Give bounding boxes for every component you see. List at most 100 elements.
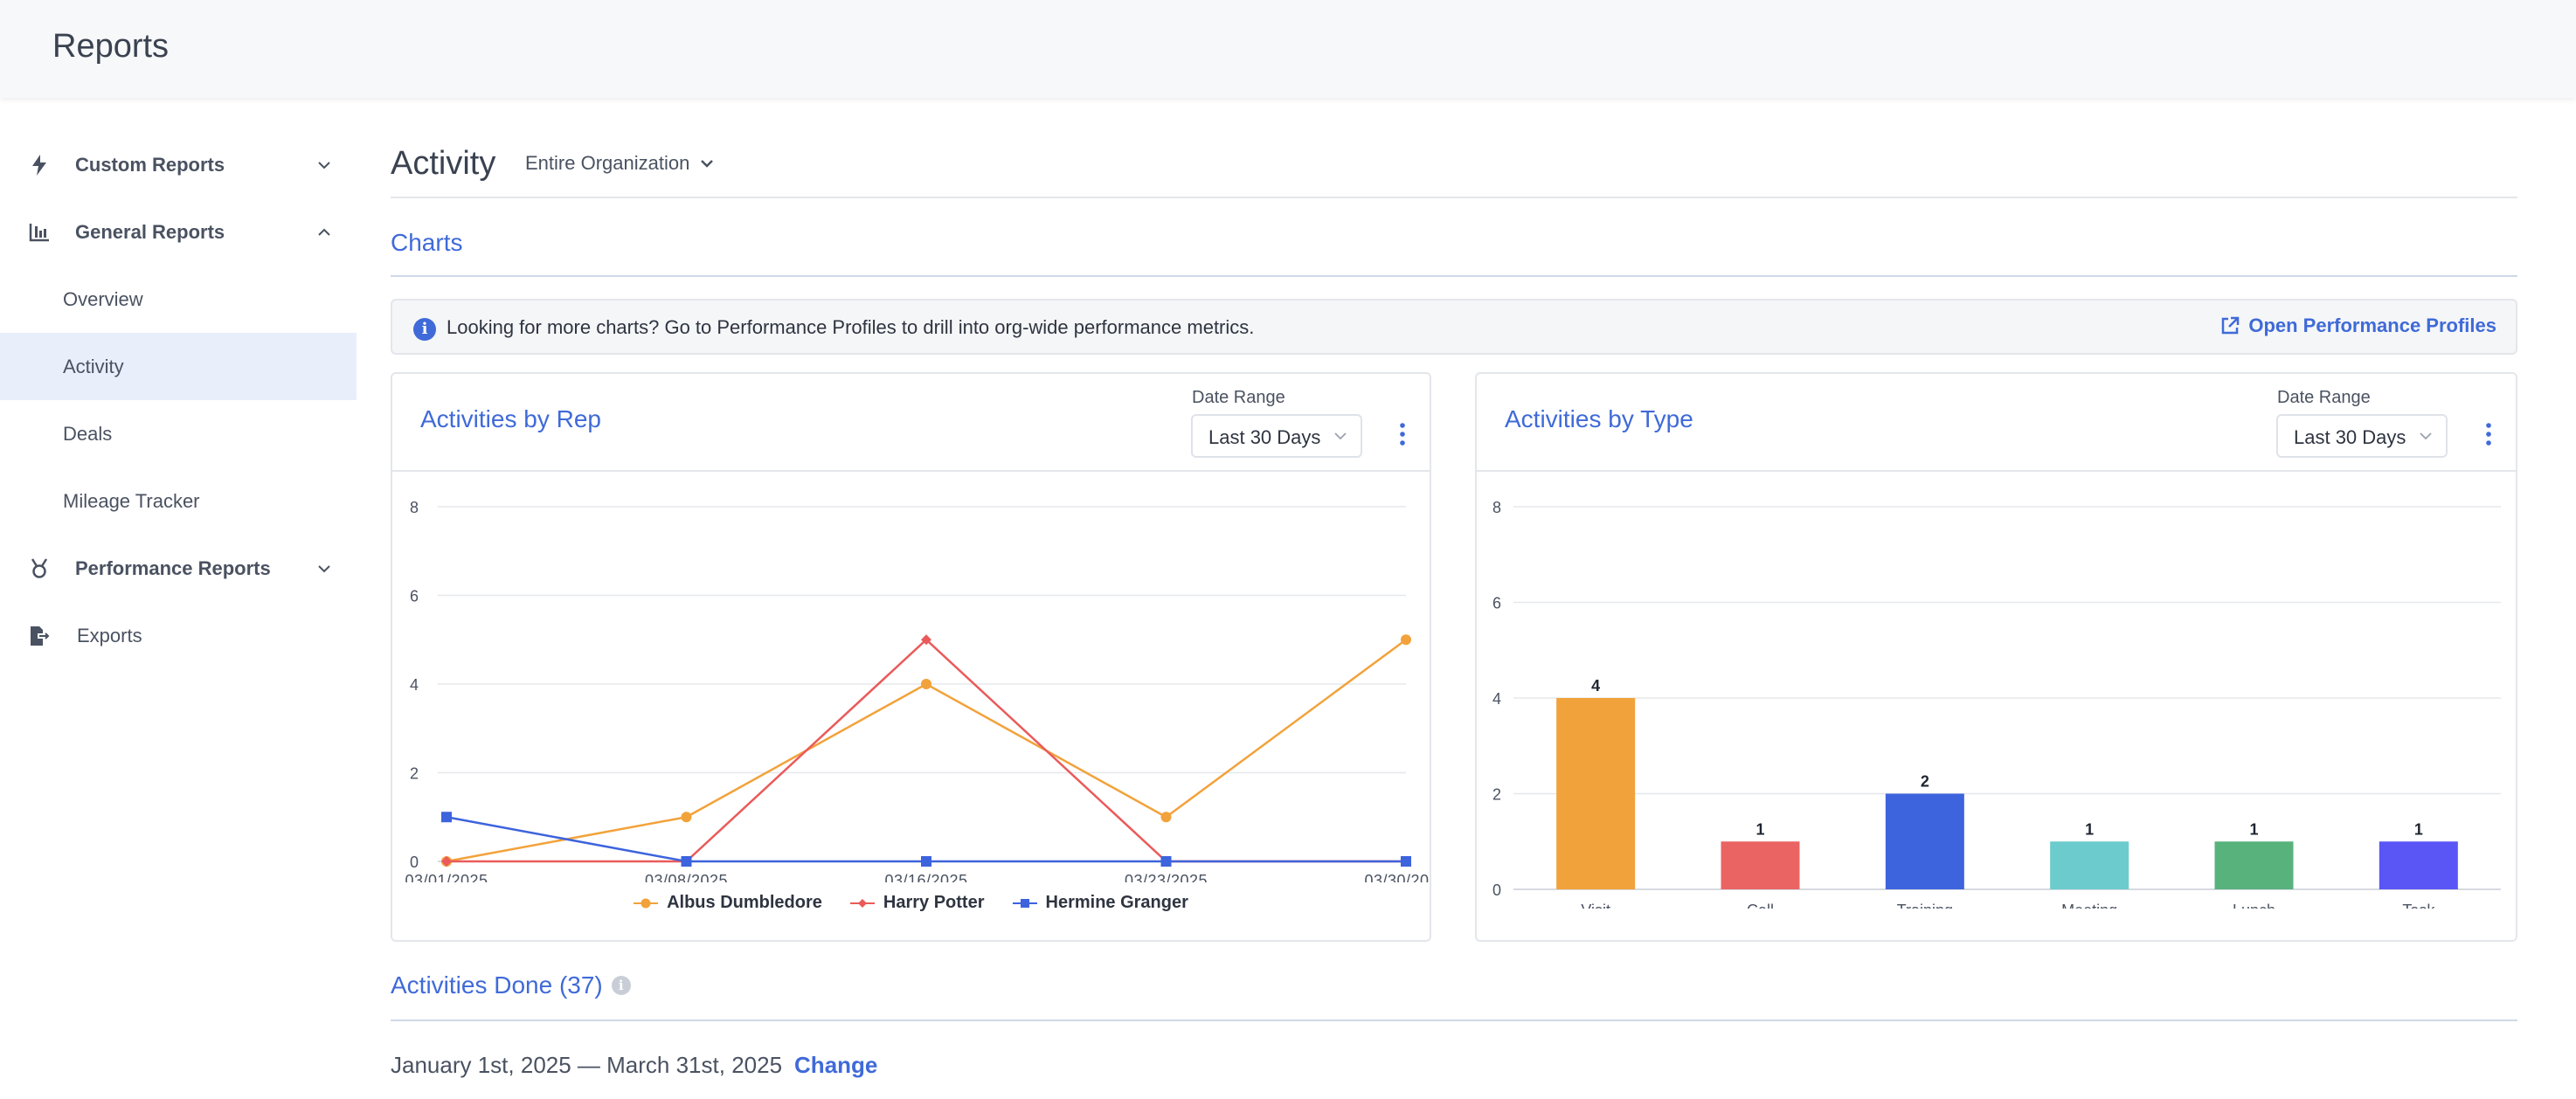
- y-tick-label: 6: [410, 588, 419, 605]
- legend-square-marker: [1012, 898, 1037, 908]
- activities-by-type-card: Activities by Type Date Range Last 30 Da…: [1475, 372, 2517, 942]
- top-bar: Reports: [0, 0, 2576, 98]
- date-range-value: Last 30 Days: [2294, 426, 2406, 448]
- bar-value-label: 4: [1591, 677, 1600, 695]
- info-icon[interactable]: i: [611, 976, 631, 995]
- data-point: [921, 634, 931, 646]
- x-tick-label: Task: [2402, 902, 2435, 909]
- more-options-icon[interactable]: [2480, 419, 2497, 449]
- chevron-down-icon: [318, 564, 330, 572]
- data-point: [441, 812, 452, 823]
- sidebar-item-label: Mileage Tracker: [63, 489, 200, 512]
- sidebar-item-general-reports[interactable]: General Reports: [0, 198, 357, 266]
- date-range-select[interactable]: Last 30 Days: [2276, 414, 2448, 458]
- bolt-icon: [28, 154, 51, 176]
- sidebar-item-label: Activity: [63, 355, 124, 377]
- chevron-down-icon: [318, 161, 330, 169]
- data-point: [681, 812, 692, 823]
- x-tick-label: 03/01/2025: [405, 872, 488, 882]
- page-title: Activity: [391, 145, 496, 182]
- bar: [1721, 841, 1800, 889]
- y-tick-label: 6: [1492, 595, 1501, 612]
- sidebar-item-performance-reports[interactable]: Performance Reports: [0, 535, 357, 602]
- sidebar: Custom Reports General Reports Overview …: [0, 131, 357, 669]
- section-divider: [391, 275, 2517, 277]
- chevron-down-icon: [1334, 432, 1347, 440]
- card-title: Activities by Rep: [420, 405, 601, 432]
- legend-diamond-marker: [849, 898, 875, 908]
- data-point: [1401, 634, 1411, 646]
- open-performance-profiles-link[interactable]: Open Performance Profiles: [2220, 314, 2496, 337]
- sidebar-item-custom-reports[interactable]: Custom Reports: [0, 131, 357, 198]
- series-line: [446, 816, 1406, 863]
- sidebar-item-overview[interactable]: Overview: [0, 266, 357, 333]
- bar: [2214, 841, 2294, 889]
- data-point: [1160, 812, 1172, 823]
- line-chart: 0 2 4 6 8 03/01/2025 03/08/2025 03/16/2025 03/23…: [405, 499, 1430, 882]
- info-banner: i Looking for more charts? Go to Perform…: [391, 299, 2517, 355]
- more-options-icon[interactable]: [1394, 419, 1411, 449]
- main-content: Activity Entire Organization: [391, 131, 2517, 198]
- data-point: [1160, 856, 1172, 867]
- sidebar-item-activity[interactable]: Activity: [0, 333, 357, 400]
- bar-value-label: 1: [1755, 820, 1764, 838]
- y-tick-label: 8: [410, 499, 419, 516]
- sidebar-item-label: General Reports: [75, 220, 225, 243]
- data-point: [441, 856, 452, 867]
- sidebar-item-mileage-tracker[interactable]: Mileage Tracker: [0, 467, 357, 535]
- sidebar-item-exports[interactable]: Exports: [0, 602, 357, 669]
- legend-label: Albus Dumbledore: [667, 893, 822, 912]
- legend-item[interactable]: Albus Dumbledore: [634, 893, 822, 913]
- series-line: [447, 638, 1406, 863]
- bar-chart-icon: [28, 221, 51, 244]
- bar: [2050, 841, 2129, 889]
- x-tick-label: Lunch: [2233, 902, 2275, 909]
- activities-done-label: Activities Done (37): [391, 971, 603, 999]
- bar: [1556, 698, 1636, 889]
- bar-value-label: 2: [1921, 773, 1929, 791]
- activities-done-title: Activities Done (37) i: [391, 971, 631, 999]
- y-tick-label: 8: [1492, 499, 1501, 516]
- change-date-link[interactable]: Change: [794, 1052, 878, 1078]
- data-point: [681, 856, 692, 867]
- external-link-icon: [2222, 316, 2240, 335]
- sidebar-item-deals[interactable]: Deals: [0, 400, 357, 467]
- chevron-up-icon: [318, 228, 330, 236]
- activities-by-rep-card: Activities by Rep Date Range Last 30 Day…: [391, 372, 1431, 942]
- x-tick-label: Visit: [1581, 902, 1610, 909]
- file-export-icon: [28, 625, 51, 647]
- legend-item[interactable]: Hermine Granger: [1012, 893, 1188, 913]
- date-range-value: Last 30 Days: [1208, 426, 1321, 448]
- bar-value-label: 1: [2085, 820, 2094, 838]
- card-header-divider: [392, 470, 1430, 472]
- data-point: [921, 856, 931, 867]
- legend-item[interactable]: Harry Potter: [849, 893, 985, 913]
- sidebar-item-label: Exports: [77, 624, 142, 646]
- card-title: Activities by Type: [1505, 405, 1693, 432]
- x-tick-label: Training: [1897, 902, 1953, 909]
- x-tick-label: 03/08/2025: [645, 872, 728, 882]
- y-tick-label: 4: [1492, 690, 1501, 708]
- page-header: Activity Entire Organization: [391, 131, 2517, 198]
- legend-label: Harry Potter: [883, 893, 985, 912]
- y-tick-label: 4: [410, 676, 419, 694]
- link-label: Open Performance Profiles: [2248, 314, 2496, 336]
- date-range-select[interactable]: Last 30 Days: [1191, 414, 1362, 458]
- date-range-text: January 1st, 2025 — March 31st, 2025: [391, 1052, 783, 1078]
- scope-dropdown[interactable]: Entire Organization: [525, 152, 716, 175]
- sidebar-item-label: Deals: [63, 422, 113, 445]
- x-tick-label: 03/16/2025: [884, 872, 967, 882]
- app-title: Reports: [52, 28, 170, 65]
- y-tick-label: 2: [1492, 786, 1501, 804]
- data-point: [921, 679, 931, 689]
- bar-chart: 0 2 4 6 8 4 Visit 1 Call 2 Training 1 Meeting 1 Lunch 1…: [1492, 499, 2501, 909]
- card-header-divider: [1477, 470, 2516, 472]
- x-tick-label: Meeting: [2061, 902, 2117, 909]
- sidebar-item-label: Custom Reports: [75, 153, 225, 176]
- bar: [2379, 841, 2458, 889]
- x-tick-label: Call: [1747, 902, 1774, 909]
- chevron-down-icon: [2420, 432, 2432, 440]
- section-divider: [391, 1020, 2517, 1021]
- scope-dropdown-label: Entire Organization: [525, 152, 690, 174]
- info-text: Looking for more charts? Go to Performan…: [447, 316, 1255, 338]
